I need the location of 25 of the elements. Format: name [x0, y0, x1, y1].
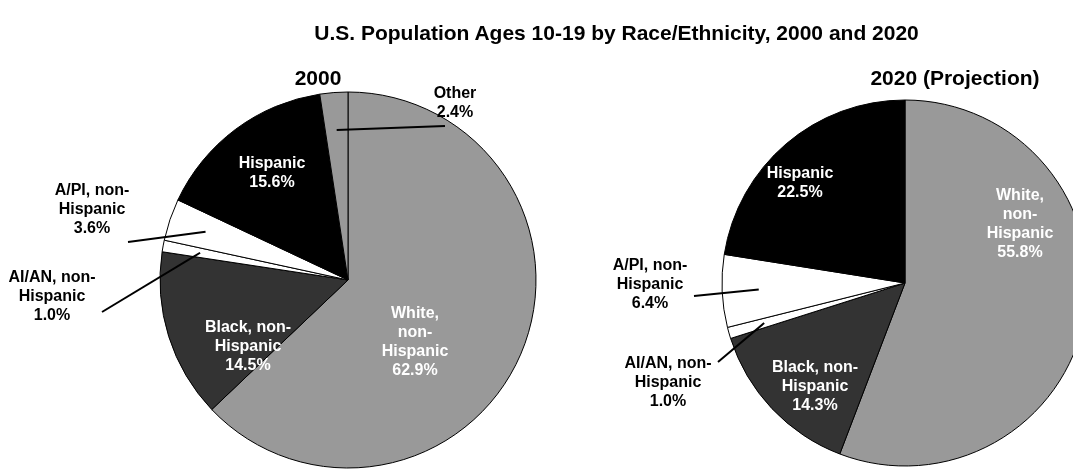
data-label: 1.0% [649, 392, 687, 409]
slice-label: Other [433, 84, 477, 101]
data-label: 3.6% [73, 219, 111, 236]
data-label: 62.9% [392, 361, 438, 378]
slice-label: White, non-Hispanic [986, 186, 1054, 241]
slice-label: AI/AN, non-Hispanic [8, 268, 96, 304]
data-label: 6.4% [631, 294, 669, 311]
slice-label: Hispanic [238, 154, 306, 171]
slice-label: Black, non-Hispanic [771, 358, 859, 394]
slice-label: A/PI, non-Hispanic [54, 181, 130, 217]
slice-label: Hispanic [766, 164, 834, 181]
slice-label: Black, non-Hispanic [204, 318, 292, 354]
data-label: 15.6% [249, 173, 295, 190]
data-label: 55.8% [997, 243, 1043, 260]
data-label: 14.5% [225, 356, 271, 373]
data-label: 1.0% [33, 306, 71, 323]
chart-title: 2020 (Projection) [870, 66, 1040, 89]
data-label: 22.5% [777, 183, 823, 200]
data-label: 2.4% [436, 103, 474, 120]
text: U.S. Population Ages 10-19 by Race/Ethnicity, 2000 and 2020 [314, 21, 919, 44]
chart-subtitle: 2000 [294, 66, 342, 89]
data-label: 14.3% [792, 396, 838, 413]
slice-label: A/PI, non-Hispanic [612, 256, 688, 292]
slice-label: White, non-Hispanic [381, 304, 449, 359]
slice-label: AI/AN, non-Hispanic [624, 354, 712, 390]
